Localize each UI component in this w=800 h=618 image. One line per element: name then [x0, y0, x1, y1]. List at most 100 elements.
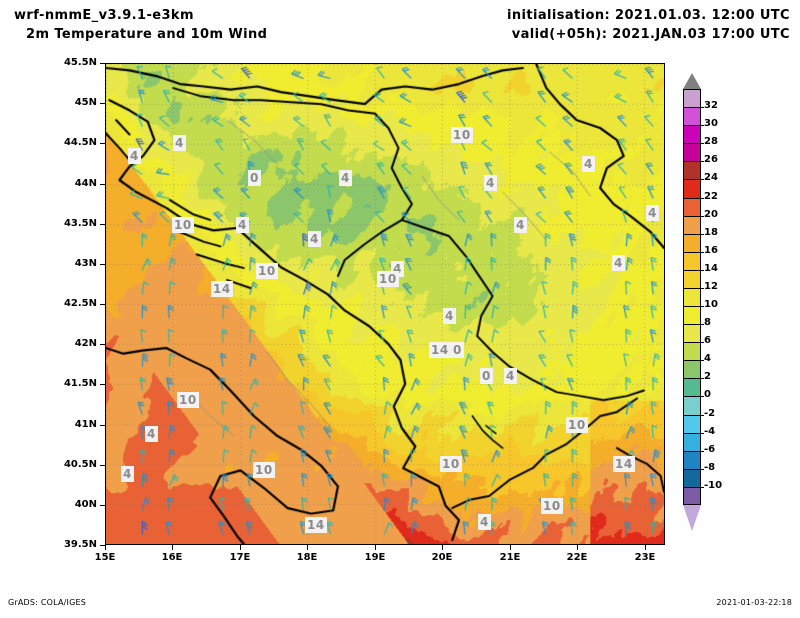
header-left-block: wrf-nmmE_v3.9.1-e3km 2m Temperature and … [14, 6, 414, 44]
y-axis-tick [100, 143, 105, 144]
y-axis-tick [100, 264, 105, 265]
colorbar-band [683, 360, 701, 379]
x-axis-tick-label: 20E [431, 552, 453, 563]
contour-value-label: 10 [256, 263, 278, 279]
colorbar-band [683, 396, 701, 415]
y-axis-tick-label: 41.5N [63, 378, 97, 389]
colorbar-band [683, 306, 701, 325]
contour-value-label: 4 [236, 217, 249, 233]
colorbar-tick-label: 18 [704, 227, 718, 238]
colorbar-tick [700, 161, 704, 162]
x-axis-tick-label: 16E [161, 552, 183, 563]
colorbar-tick-label: 2 [704, 371, 711, 382]
colorbar-tick [700, 487, 704, 488]
colorbar-band [683, 432, 701, 451]
x-axis-tick-label: 19E [364, 552, 386, 563]
colorbar-tick [700, 469, 704, 470]
colorbar-tick [700, 107, 704, 108]
y-axis-tick [100, 545, 105, 546]
colorbar-under-arrow-icon [683, 505, 701, 531]
colorbar-band [683, 324, 701, 343]
colorbar-band [683, 197, 701, 216]
contour-value-label: 4 [612, 255, 625, 271]
y-axis-tick [100, 63, 105, 64]
colorbar-tick-label: 8 [704, 317, 711, 328]
initialisation-time: initialisation: 2021.01.03. 12:00 UTC [507, 8, 790, 23]
y-axis-tick [100, 425, 105, 426]
colorbar-band [683, 269, 701, 288]
contour-value-label: 14 [305, 517, 327, 533]
x-axis-tick [307, 545, 308, 550]
colorbar-band [683, 378, 701, 397]
contour-value-label: 4 [121, 466, 134, 482]
colorbar-tick [700, 270, 704, 271]
grads-credit: GrADS: COLA/IGES [8, 598, 87, 607]
colorbar-band [683, 486, 701, 505]
colorbar-tick [700, 288, 704, 289]
colorbar-band [683, 251, 701, 270]
x-axis-tick [240, 545, 241, 550]
y-axis-tick-label: 45N [74, 97, 97, 108]
x-axis-tick [442, 545, 443, 550]
x-axis-tick-label: 21E [499, 552, 521, 563]
colorbar-over-arrow-icon [683, 73, 701, 89]
contour-value-label: 4 [514, 217, 527, 233]
y-axis-tick-label: 43.5N [63, 218, 97, 229]
contour-value-label: 4 [145, 426, 158, 442]
colorbar-tick [700, 143, 704, 144]
contour-value-label: 10 [566, 417, 588, 433]
colorbar-tick-label: 22 [704, 191, 718, 202]
y-axis-tick-label: 39.5N [63, 539, 97, 550]
colorbar-tick [700, 125, 704, 126]
colorbar-band [683, 468, 701, 487]
colorbar[interactable] [683, 89, 701, 505]
colorbar-tick-label: 4 [704, 353, 711, 364]
colorbar-tick [700, 179, 704, 180]
colorbar-tick-label: 16 [704, 245, 718, 256]
colorbar-tick-label: -10 [704, 480, 723, 491]
colorbar-tick-label: 30 [704, 118, 718, 129]
colorbar-band [683, 89, 701, 108]
colorbar-tick [700, 378, 704, 379]
contour-value-label: 10 [541, 498, 563, 514]
y-axis-tick [100, 103, 105, 104]
colorbar-tick [700, 216, 704, 217]
contour-value-label: 4 [484, 175, 497, 191]
colorbar-tick [700, 306, 704, 307]
contour-value-label: 4 [443, 308, 456, 324]
colorbar-tick [700, 234, 704, 235]
contour-value-label: 4 [478, 514, 491, 530]
y-axis-tick-label: 44.5N [63, 137, 97, 148]
colorbar-tick-label: 10 [704, 299, 718, 310]
x-axis-tick [645, 545, 646, 550]
field-title: 2m Temperature and 10m Wind [26, 27, 268, 42]
colorbar-tick [700, 252, 704, 253]
x-axis-tick-label: 18E [296, 552, 318, 563]
y-axis-tick-label: 40N [74, 499, 97, 510]
contour-value-label: 14 [613, 456, 635, 472]
map-plot-area[interactable]: 4 4 10 4 0 4 4 10 4 4 4 4 4 10 14 4 10 14 0 4 0 4 10 4 4 10 10 10 14… [105, 63, 665, 545]
x-axis-tick [577, 545, 578, 550]
colorbar-tick-label: 6 [704, 335, 711, 346]
colorbar-tick-label: 20 [704, 209, 718, 220]
contour-value-label: 4 [339, 170, 352, 186]
x-axis-tick [375, 545, 376, 550]
temperature-field-canvas [106, 64, 664, 544]
colorbar-tick-label: 28 [704, 136, 718, 147]
colorbar-tick [700, 396, 704, 397]
colorbar-tick [700, 324, 704, 325]
colorbar-tick-label: 14 [704, 263, 718, 274]
x-axis-tick-label: 17E [229, 552, 251, 563]
contour-value-label: 14 [211, 281, 233, 297]
colorbar-tick-label: -2 [704, 408, 716, 419]
valid-time: valid(+05h): 2021.JAN.03 17:00 UTC [511, 27, 790, 42]
colorbar-tick-label: 0 [704, 389, 711, 400]
y-axis-tick-label: 45.5N [63, 57, 97, 68]
y-axis-tick [100, 465, 105, 466]
colorbar-tick-label: 26 [704, 154, 718, 165]
contour-value-label: 4 [504, 368, 517, 384]
colorbar-tick [700, 415, 704, 416]
header-right-block: initialisation: 2021.01.03. 12:00 UTC va… [440, 6, 790, 44]
y-axis-tick [100, 384, 105, 385]
contour-value-label: 0 [480, 368, 493, 384]
